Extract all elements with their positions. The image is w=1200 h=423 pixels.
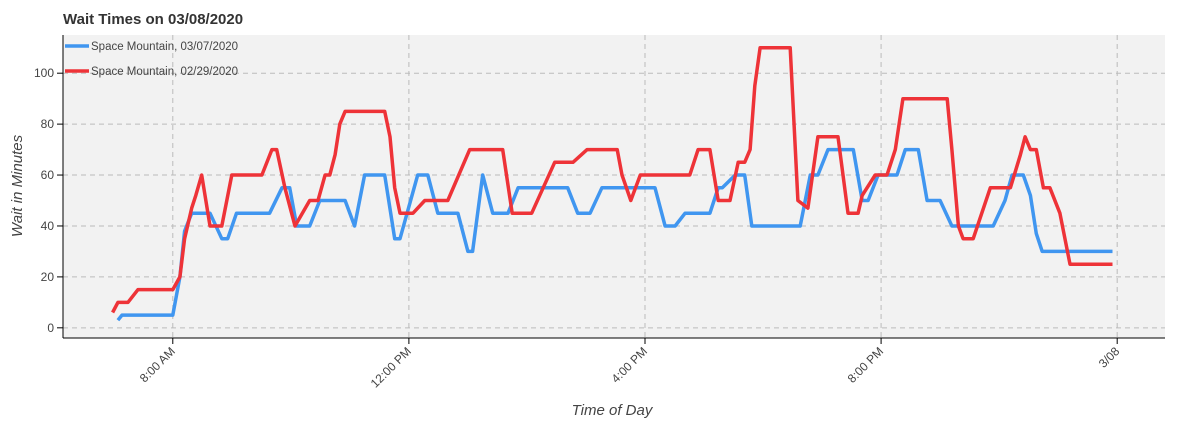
line-series [111, 45, 1113, 314]
x-tick-label: 12:00 PM [368, 344, 414, 390]
y-tick-label: 20 [41, 270, 55, 284]
lines [111, 45, 1113, 322]
x-tick-label: 8:00 PM [845, 344, 887, 386]
y-tick-label: 100 [34, 66, 54, 80]
legend-label: Space Mountain, 03/07/2020 [91, 41, 238, 53]
legend-label: Space Mountain, 02/29/2020 [91, 66, 238, 78]
x-tick-label: 3/08 [1096, 344, 1123, 371]
legend: Space Mountain, 03/07/2020 Space Mountain… [65, 41, 238, 78]
x-tick-label: 8:00 AM [137, 344, 178, 385]
y-tick-label: 40 [41, 219, 55, 233]
x-axis-label: Time of Day [572, 402, 654, 419]
x-tick-label: 4:00 PM [609, 344, 651, 386]
y-tick-label: 80 [41, 117, 55, 131]
y-axis-label: Wait in Minutes [9, 134, 26, 237]
y-tick-label: 60 [41, 168, 55, 182]
y-tick-label: 0 [47, 321, 54, 335]
chart-title: Wait Times on 03/08/2020 [63, 11, 243, 28]
